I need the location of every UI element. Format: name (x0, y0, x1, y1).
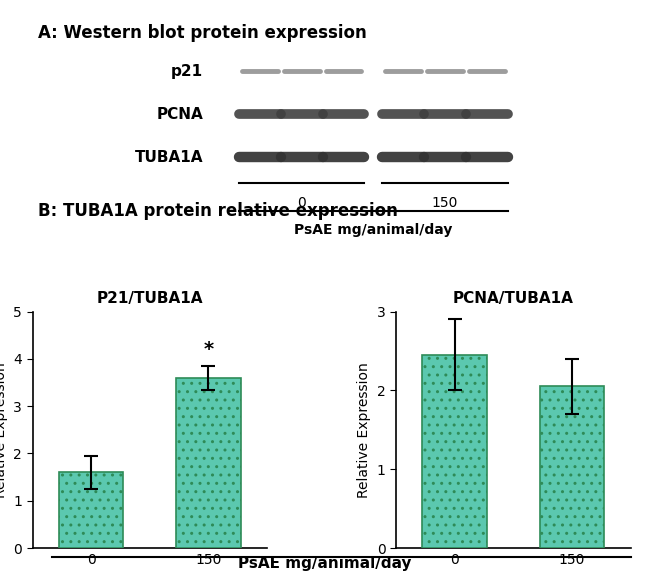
Bar (422, 355, 487, 548)
Bar (59, 473, 124, 548)
Title: P21/TUBA1A: P21/TUBA1A (96, 291, 203, 306)
Text: PCNA: PCNA (156, 107, 203, 122)
Text: p21: p21 (171, 63, 203, 78)
Text: 150: 150 (432, 196, 458, 210)
Text: *: * (203, 340, 213, 359)
Y-axis label: Relative Expression: Relative Expression (357, 362, 371, 498)
Text: 0: 0 (297, 196, 306, 210)
Text: PsAE mg/animal/day: PsAE mg/animal/day (294, 223, 452, 237)
Text: A: Western blot protein expression: A: Western blot protein expression (38, 24, 367, 42)
Bar (540, 387, 604, 548)
Text: TUBA1A: TUBA1A (135, 149, 203, 164)
Y-axis label: Relative Expression: Relative Expression (0, 362, 8, 498)
Bar (176, 378, 240, 548)
Text: PsAE mg/animal/day: PsAE mg/animal/day (239, 556, 411, 571)
Text: B: TUBA1A protein relative expression: B: TUBA1A protein relative expression (38, 201, 398, 219)
Title: PCNA/TUBA1A: PCNA/TUBA1A (453, 291, 574, 306)
